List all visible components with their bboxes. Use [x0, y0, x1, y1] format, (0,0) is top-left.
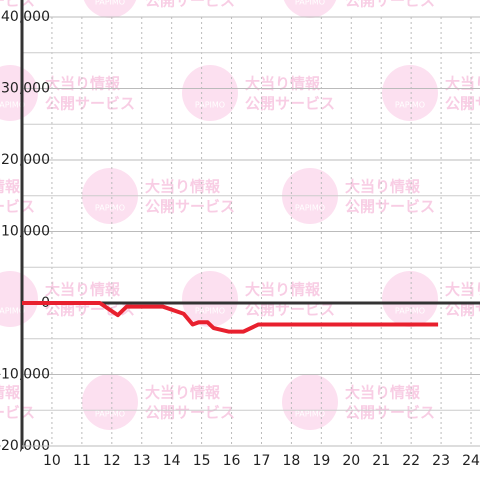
y-tick-label: 20,000 [1, 152, 50, 168]
x-tick-label: 21 [372, 453, 390, 469]
watermark-text: 公開サービス [245, 95, 335, 113]
watermark-logo [382, 65, 438, 121]
watermark-text: 大当り情報 [345, 384, 421, 402]
watermark-logo [83, 0, 137, 18]
watermark-text: 公開サービス [345, 404, 435, 422]
x-tick-label: 18 [282, 453, 300, 469]
x-tick-label: 16 [223, 453, 241, 469]
watermark-logo-text: PAPIMO [295, 204, 325, 213]
watermark-logo-text: PAPIMO [0, 307, 25, 316]
watermark-text: 大当り情報 [145, 178, 221, 196]
watermark-logo-text: PAPIMO [95, 410, 125, 419]
watermark-text: 公開サービス [45, 95, 135, 113]
x-tick-label: 15 [193, 453, 211, 469]
watermark-logo-text: PAPIMO [295, 410, 325, 419]
y-tick-label: 10,000 [1, 224, 50, 240]
watermark-logo [283, 0, 337, 18]
watermark-logo [82, 374, 138, 430]
watermark-logo [382, 271, 438, 327]
x-tick-label: 14 [163, 453, 181, 469]
watermark-text: 公開サービス [345, 0, 435, 10]
x-tick-label: 10 [43, 453, 61, 469]
x-tick-label: 23 [432, 453, 450, 469]
watermark-logo-text: PAPIMO [295, 0, 325, 7]
watermark-text: 公開サービス [445, 95, 480, 113]
x-tick-label: 20 [342, 453, 360, 469]
watermark-text: 大当り情報 [145, 384, 221, 402]
watermark-logo [0, 65, 38, 121]
watermark-logo-text: PAPIMO [195, 101, 225, 110]
watermark-text: 大当り情報 [0, 384, 21, 402]
x-tick-label: 17 [253, 453, 271, 469]
y-tick-label: -10,000 [0, 367, 50, 383]
watermark-text: 大当り情報 [445, 281, 480, 299]
watermark-logo-text: PAPIMO [0, 101, 25, 110]
watermark-text: 公開サービス [0, 404, 35, 422]
x-tick-label: 24 [462, 453, 480, 469]
watermarks: PAPIMO大当り情報公開サービスPAPIMO大当り情報公開サービスPAPIMO… [0, 0, 480, 430]
x-tick-label: 13 [133, 453, 151, 469]
watermark-logo [182, 65, 238, 121]
watermark-text: 公開サービス [245, 301, 335, 319]
x-tick-label: 19 [312, 453, 330, 469]
watermark-text: 公開サービス [0, 0, 35, 10]
watermark-logo-text: PAPIMO [395, 307, 425, 316]
watermark-text: 大当り情報 [445, 75, 480, 93]
watermark-text: 大当り情報 [0, 178, 21, 196]
watermark-text: 公開サービス [345, 198, 435, 216]
watermark-logo-text: PAPIMO [195, 307, 225, 316]
y-tick-label: 30,000 [1, 81, 50, 97]
watermark-text: 大当り情報 [245, 75, 321, 93]
watermark-text: 大当り情報 [45, 75, 121, 93]
x-tick-label: 12 [103, 453, 121, 469]
watermark-text: 公開サービス [145, 404, 235, 422]
watermark-text: 公開サービス [145, 198, 235, 216]
watermark-text: 公開サービス [145, 0, 235, 10]
watermark-logo-text: PAPIMO [95, 204, 125, 213]
watermark-text: 大当り情報 [45, 281, 121, 299]
watermark-logo [0, 271, 38, 327]
data-line [22, 301, 439, 334]
watermark-text: 大当り情報 [345, 178, 421, 196]
x-tick-label: 11 [73, 453, 91, 469]
y-tick-label: 40,000 [1, 9, 50, 25]
watermark-text: 大当り情報 [245, 281, 321, 299]
watermark-logo [282, 374, 338, 430]
watermark-text: 公開サービス [0, 198, 35, 216]
x-tick-label: 22 [402, 453, 420, 469]
watermark-logo [182, 271, 238, 327]
watermark-logo-text: PAPIMO [95, 0, 125, 7]
watermark-logo-text: PAPIMO [395, 101, 425, 110]
